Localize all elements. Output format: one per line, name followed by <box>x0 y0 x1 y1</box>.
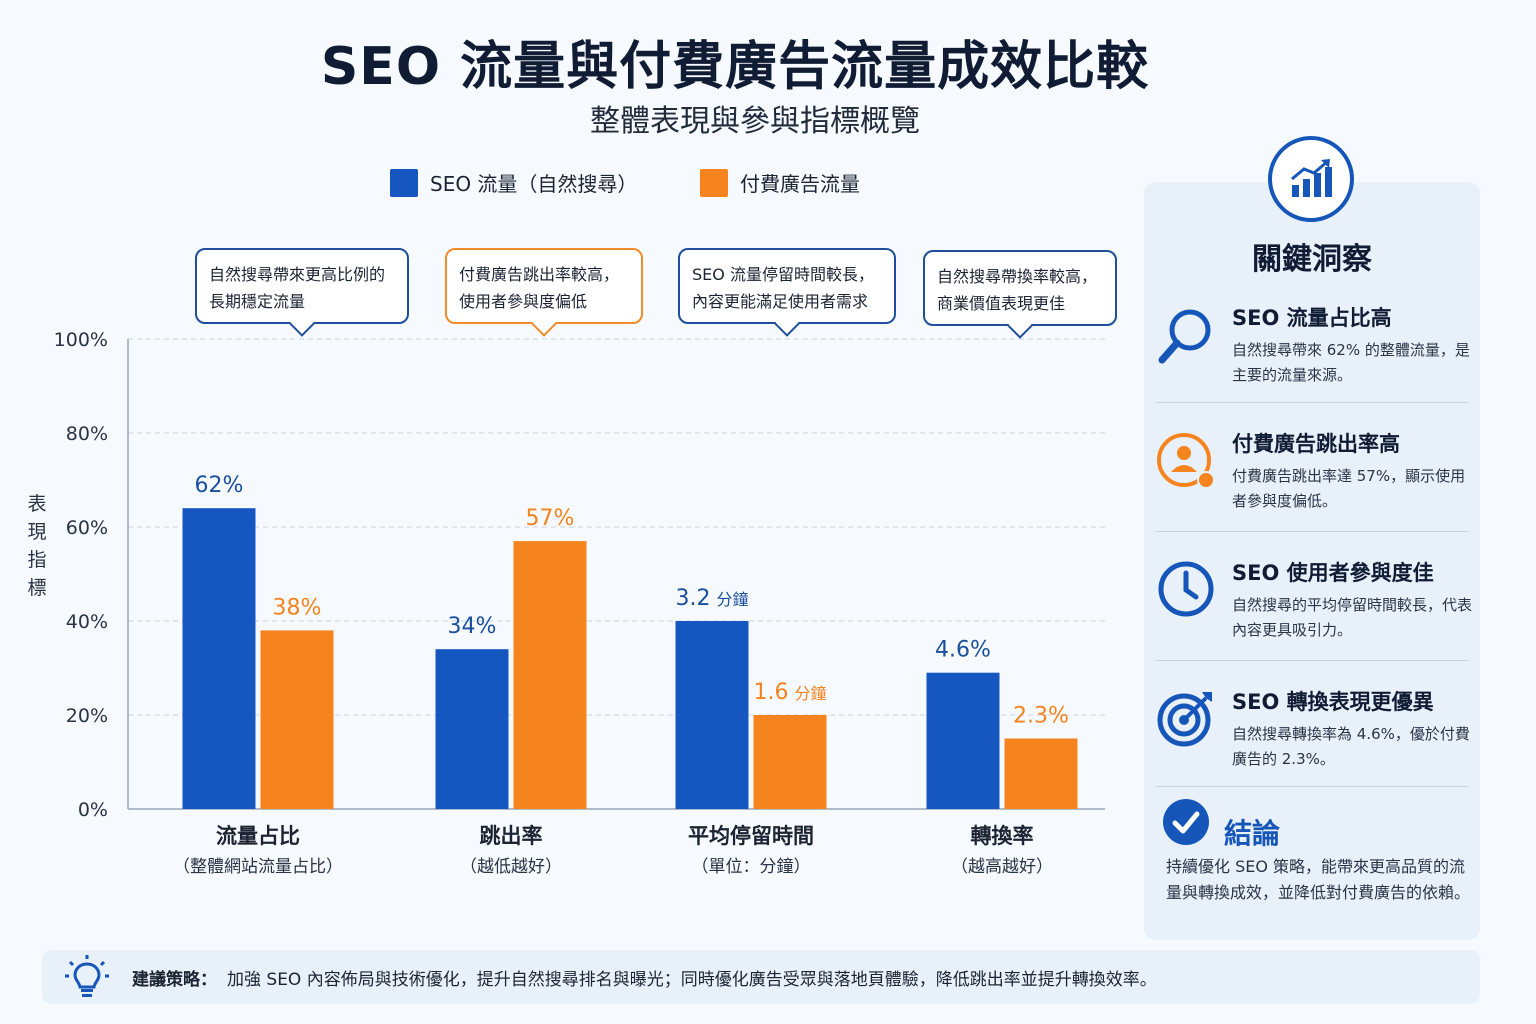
y-tick-label: 0% <box>78 799 108 821</box>
bar-value-label: 62% <box>195 473 244 498</box>
x-category-note: （越低越好） <box>460 857 562 877</box>
callout-bounce-rate: 付費廣告跳出率較高， 使用者參與度偏低 <box>445 248 643 337</box>
x-category-note: （整體網站流量占比） <box>173 857 343 877</box>
strategy-bar: 建議策略： 加強 SEO 內容佈局與技術優化，提升自然搜尋排名與曝光；同時優化廣… <box>42 950 1480 1004</box>
conclusion-text: 持續優化 SEO 策略，能帶來更高品質的流量與轉換成效，並降低對付費廣告的依賴。 <box>1166 857 1471 902</box>
bar-seo <box>182 508 256 809</box>
y-tick-label: 60% <box>66 517 108 539</box>
callout-line: 付費廣告跳出率較高， <box>459 265 620 284</box>
bar-seo <box>926 672 1000 809</box>
insight-heading: SEO 流量占比高 <box>1232 306 1392 330</box>
callout-line: 使用者參與度偏低 <box>459 292 588 311</box>
y-tick-label: 100% <box>54 329 108 351</box>
insight-text: 付費廣告跳出率達 57%，顯示使用者參與度偏低。 <box>1232 467 1466 510</box>
insight-divider <box>1156 660 1468 661</box>
insight-item: SEO 轉換表現更優異 自然搜尋轉換率為 4.6%，優於付費廣告的 2.3%。 <box>1156 686 1470 776</box>
chart-growth-icon <box>1291 159 1332 197</box>
bar-seo <box>675 621 749 809</box>
chart-growth-badge <box>1268 136 1354 222</box>
conclusion-title: 結論 <box>1224 817 1281 850</box>
insight-text: 自然搜尋轉換率為 4.6%，優於付費廣告的 2.3%。 <box>1232 725 1470 768</box>
bar-value-label: 34% <box>448 614 497 639</box>
insight-heading: 付費廣告跳出率高 <box>1232 432 1400 456</box>
legend-label-paid: 付費廣告流量 <box>740 172 860 196</box>
y-tick-label: 40% <box>66 611 108 633</box>
x-category-note: （單位：分鐘） <box>692 857 811 877</box>
legend-swatch-paid <box>700 168 728 197</box>
callout-traffic-share: 自然搜尋帶來更高比例的 長期穩定流量 <box>195 248 409 337</box>
clock-icon <box>1158 561 1214 617</box>
callout-line: 內容更能滿足使用者需求 <box>692 292 869 311</box>
legend-item-paid: 付費廣告流量 <box>700 168 860 197</box>
legend-swatch-seo <box>390 168 418 197</box>
callout-line: SEO 流量停留時間較長， <box>692 265 874 284</box>
bar-paid <box>260 630 334 809</box>
strategy-text: 加強 SEO 內容佈局與技術優化，提升自然搜尋排名與曝光；同時優化廣告受眾與落地… <box>227 969 1157 990</box>
bar-value-label: 2.3% <box>1013 704 1069 729</box>
x-category-label: 跳出率 <box>480 824 543 848</box>
insight-item: SEO 使用者參與度佳 自然搜尋的平均停留時間較長，代表內容更具吸引力。 <box>1156 557 1472 647</box>
check-circle-icon <box>1163 799 1209 845</box>
y-tick-label: 80% <box>66 423 108 445</box>
bar-paid <box>753 715 827 809</box>
insight-divider <box>1156 786 1468 787</box>
bar-value-label: 57% <box>526 506 575 531</box>
legend-label-seo: SEO 流量（自然搜尋） <box>430 172 638 196</box>
callout-line: 自然搜尋帶換率較高， <box>937 267 1098 286</box>
callout-line: 商業價值表現更佳 <box>937 294 1066 313</box>
bar-value-label: 3.2 分鐘 <box>675 586 748 611</box>
search-icon <box>1158 309 1211 364</box>
insight-heading: SEO 轉換表現更優異 <box>1232 690 1434 714</box>
bar-value-label: 4.6% <box>935 638 991 663</box>
insight-panel-title: 關鍵洞察 <box>1252 242 1372 277</box>
bar-seo <box>435 649 509 809</box>
bar-value-label: 1.6 分鐘 <box>753 680 826 705</box>
page-title: SEO 流量與付費廣告流量成效比較 <box>320 37 1150 97</box>
insight-item: SEO 流量占比高 自然搜尋帶來 62% 的整體流量，是主要的流量來源。 <box>1156 302 1470 392</box>
bar-paid <box>513 541 587 809</box>
callout-conversion: 自然搜尋帶換率較高， 商業價值表現更佳 <box>923 250 1117 339</box>
callout-line: 自然搜尋帶來更高比例的 <box>209 265 386 284</box>
callout-line: 長期穩定流量 <box>209 292 306 311</box>
insight-text: 自然搜尋的平均停留時間較長，代表內容更具吸引力。 <box>1232 596 1473 639</box>
x-category-label: 轉換率 <box>971 824 1034 848</box>
callout-dwell-time: SEO 流量停留時間較長， 內容更能滿足使用者需求 <box>678 248 896 337</box>
target-icon <box>1157 692 1212 747</box>
insight-item: 付費廣告跳出率高 付費廣告跳出率達 57%，顯示使用者參與度偏低。 <box>1156 428 1468 518</box>
x-category-label: 平均停留時間 <box>688 824 814 848</box>
y-axis-label: 表現指標 <box>27 493 46 599</box>
lightbulb-icon <box>65 955 109 997</box>
bar-paid <box>1004 738 1078 809</box>
page-subtitle: 整體表現與參與指標概覽 <box>590 104 920 139</box>
insight-divider <box>1156 531 1468 532</box>
user-icon <box>1157 433 1215 489</box>
x-category-note: （越高越好） <box>951 857 1053 877</box>
insight-divider <box>1156 402 1468 403</box>
insight-text: 自然搜尋帶來 62% 的整體流量，是主要的流量來源。 <box>1232 341 1470 384</box>
y-tick-label: 20% <box>66 705 108 727</box>
bar-value-label: 38% <box>273 595 322 620</box>
bar-chart: 0% 20% 40% 60% 80% 100% 表現指標 62% 38% 流量占比 （整體網站流量占… <box>27 329 1105 877</box>
legend-item-seo: SEO 流量（自然搜尋） <box>390 168 637 197</box>
strategy-label: 建議策略： <box>132 969 217 990</box>
insight-heading: SEO 使用者參與度佳 <box>1232 561 1434 585</box>
x-category-label: 流量占比 <box>216 824 300 848</box>
